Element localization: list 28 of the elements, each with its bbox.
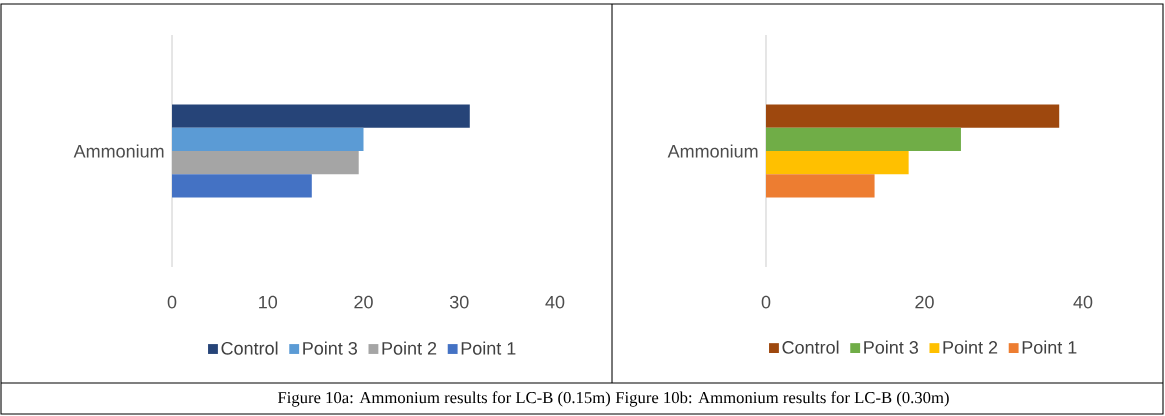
bar xyxy=(172,174,312,198)
x-tick-label: 20 xyxy=(354,295,373,309)
x-tick-label: 40 xyxy=(1073,295,1093,309)
legend-label: Point 1 xyxy=(1022,340,1077,354)
x-tick-label: 0 xyxy=(761,295,771,309)
caption: Figure 10b: Ammonium results for LC-B (0.30m) xyxy=(615,391,949,407)
bar xyxy=(766,150,909,175)
bar xyxy=(766,174,875,198)
bar xyxy=(172,150,359,175)
x-tick-label: 10 xyxy=(259,295,278,309)
legend-label: Point 3 xyxy=(303,341,358,355)
y-tick-label: Ammonium xyxy=(73,144,164,158)
caption: Figure 10a: Ammonium results for LC-B (0.15m) xyxy=(277,391,611,407)
x-tick-label: 0 xyxy=(167,295,177,309)
legend-label: Control xyxy=(221,341,278,355)
bar xyxy=(766,104,1060,128)
legend-label: Point 2 xyxy=(382,341,437,355)
x-tick-label: 30 xyxy=(449,295,469,309)
bar xyxy=(172,127,364,151)
legend-label: Point 1 xyxy=(461,341,516,355)
legend-label: Control xyxy=(782,340,839,354)
bar xyxy=(766,127,961,151)
x-tick-label: 20 xyxy=(915,295,934,309)
x-tick-label: 40 xyxy=(545,295,565,309)
legend-label: Point 2 xyxy=(943,340,998,354)
bar xyxy=(172,104,470,128)
y-tick-label: Ammonium xyxy=(667,144,758,158)
legend-label: Point 3 xyxy=(864,340,919,354)
